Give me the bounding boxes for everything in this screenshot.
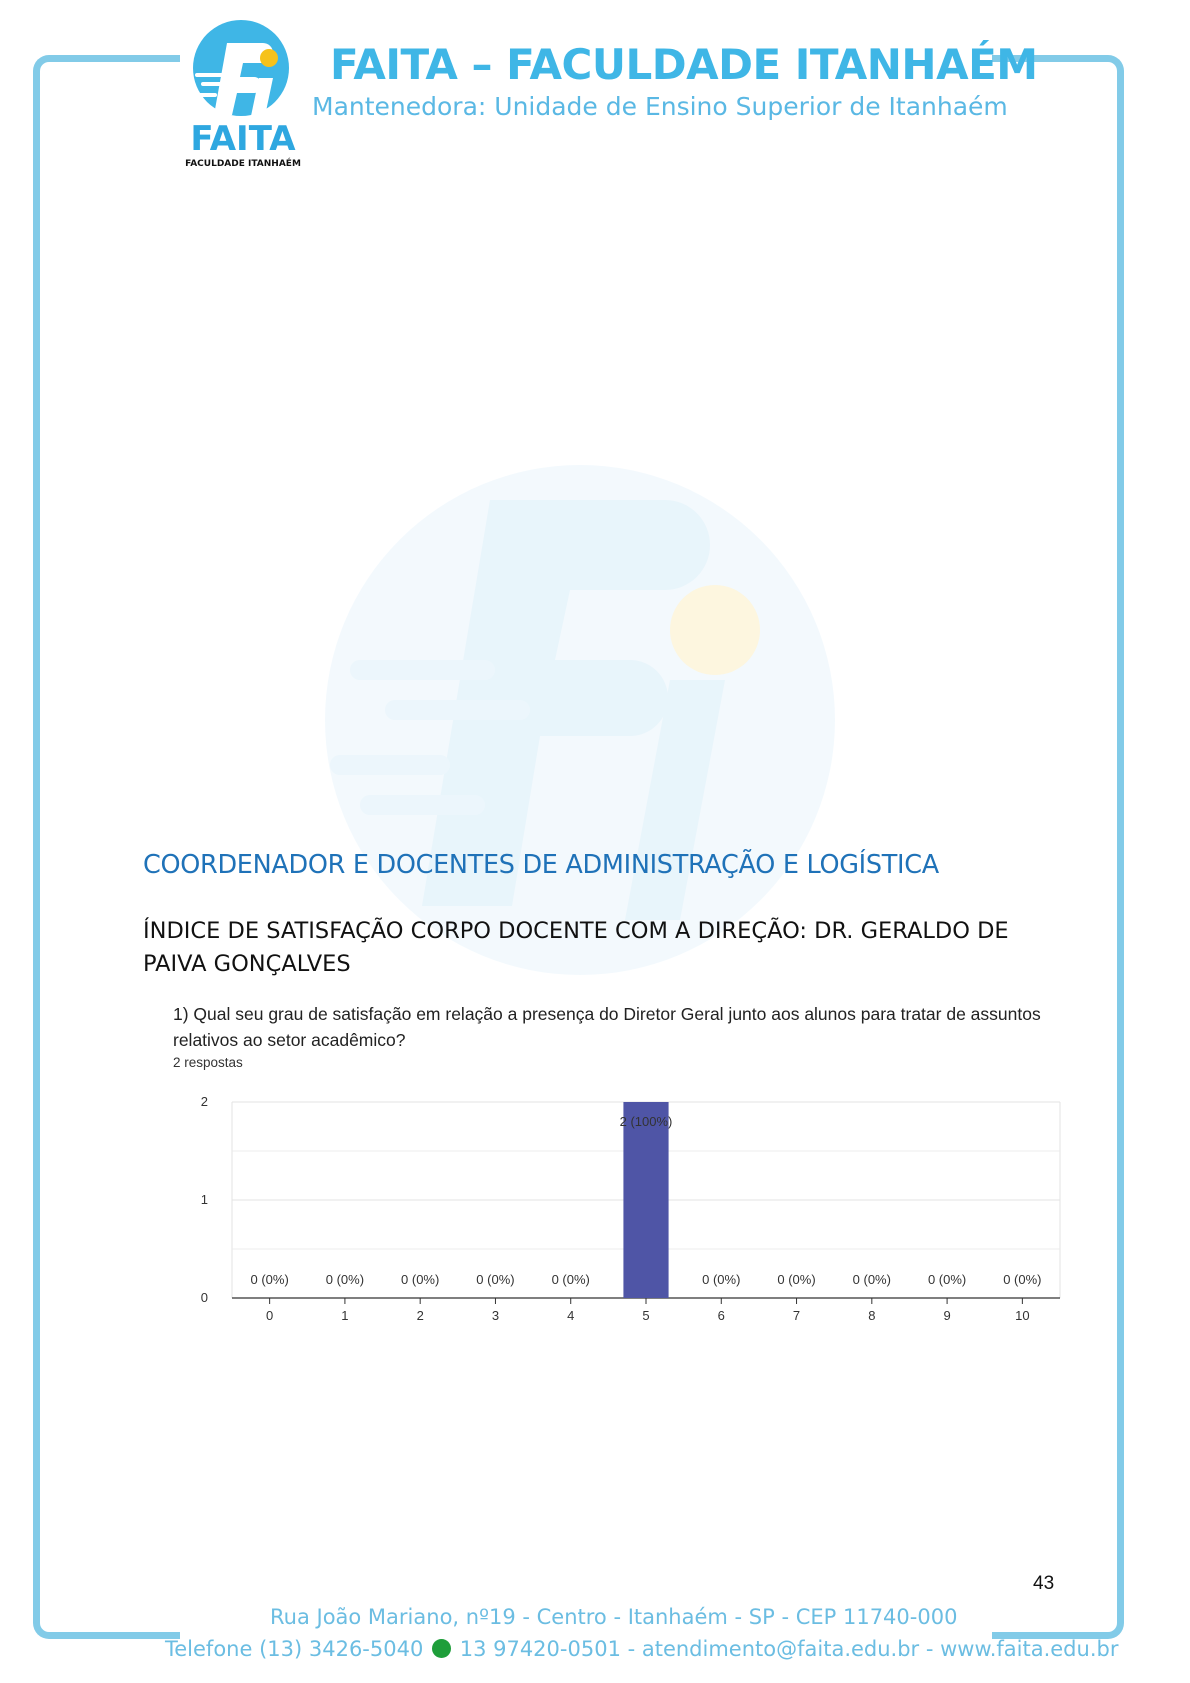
whatsapp-icon <box>432 1639 452 1658</box>
data-label: 0 (0%) <box>1003 1272 1041 1287</box>
header-subtitle: Mantenedora: Unidade de Ensino Superior … <box>312 92 1008 121</box>
page-frame-right <box>992 55 1124 1639</box>
y-tick-label: 1 <box>201 1192 208 1207</box>
y-tick-label: 0 <box>201 1290 208 1305</box>
header-title: FAITA – FACULDADE ITANHAÉM <box>330 40 1038 89</box>
x-tick-label: 8 <box>868 1308 875 1323</box>
data-label: 0 (0%) <box>853 1272 891 1287</box>
response-count: 2 respostas <box>173 1055 243 1070</box>
footer-contact: Telefone (13) 3426-5040 13 97420-0501 - … <box>165 1637 1118 1661</box>
data-label: 0 (0%) <box>476 1272 514 1287</box>
footer-phone: Telefone (13) 3426-5040 <box>165 1637 424 1661</box>
x-tick-label: 2 <box>417 1308 424 1323</box>
logo-subtext: FACULDADE ITANHAÉM <box>185 157 301 169</box>
data-label: 2 (100%) <box>620 1114 673 1129</box>
data-label: 0 (0%) <box>401 1272 439 1287</box>
satisfaction-index-heading: ÍNDICE DE SATISFAÇÃO CORPO DOCENTE COM A… <box>143 918 1009 977</box>
watermark-logo <box>325 465 835 975</box>
bar-5 <box>623 1102 669 1298</box>
x-tick-label: 5 <box>642 1308 649 1323</box>
x-tick-label: 7 <box>793 1308 800 1323</box>
satisfaction-bar-chart: 0 1 2 0 0 (0%) 1 0 (0%) 2 0 (0%) 3 0 (0%) 4 0 (0%) 5 2… <box>201 1094 1061 1323</box>
logo-wordmark: FAITA <box>190 119 296 159</box>
page-frame-left <box>33 55 180 1639</box>
x-tick-label: 4 <box>567 1308 574 1323</box>
x-tick-label: 9 <box>943 1308 950 1323</box>
faita-logo: FAITA FACULDADE ITANHAÉM <box>185 20 301 169</box>
section-title: COORDENADOR E DOCENTES DE ADMINISTRAÇÃO … <box>143 850 939 880</box>
y-tick-label: 2 <box>201 1094 208 1109</box>
data-label: 0 (0%) <box>326 1272 364 1287</box>
data-label: 0 (0%) <box>552 1272 590 1287</box>
data-label: 0 (0%) <box>702 1272 740 1287</box>
data-label: 0 (0%) <box>928 1272 966 1287</box>
x-tick-label: 3 <box>492 1308 499 1323</box>
footer-address: Rua João Mariano, nº19 - Centro - Itanha… <box>270 1605 958 1629</box>
data-label: 0 (0%) <box>250 1272 288 1287</box>
x-tick-label: 10 <box>1015 1308 1029 1323</box>
x-tick-label: 0 <box>266 1308 273 1323</box>
survey-question: 1) Qual seu grau de satisfação em relaçã… <box>173 1004 1041 1050</box>
data-label: 0 (0%) <box>777 1272 815 1287</box>
x-tick-label: 1 <box>341 1308 348 1323</box>
footer-contact-details: 13 97420-0501 - atendimento@faita.edu.br… <box>459 1637 1119 1661</box>
x-tick-label: 6 <box>718 1308 725 1323</box>
page-number: 43 <box>1033 1573 1055 1594</box>
